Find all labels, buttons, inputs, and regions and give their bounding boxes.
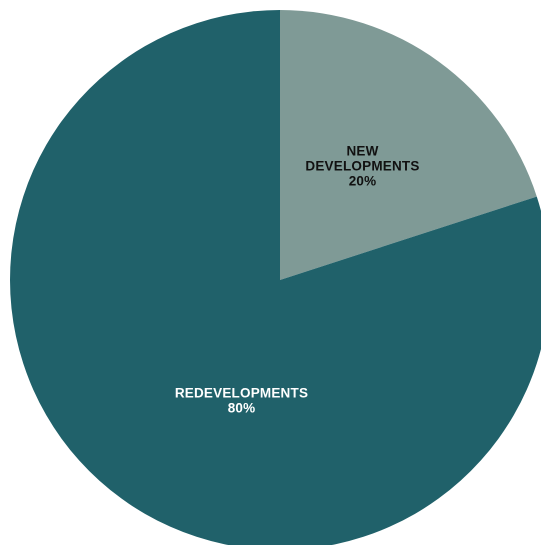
slice-label-new-developments: NEW DEVELOPMENTS 20% — [305, 143, 419, 188]
slice-label-redevelopments: REDEVELOPMENTS 80% — [175, 385, 308, 415]
labels-layer: NEW DEVELOPMENTS 20% REDEVELOPMENTS 80% — [175, 143, 420, 415]
slice-name-label: NEW — [346, 143, 378, 158]
slice-name-label: DEVELOPMENTS — [305, 158, 419, 173]
slices-layer — [10, 10, 541, 545]
slice-name-label: REDEVELOPMENTS — [175, 385, 308, 400]
pie-slice-new-developments — [280, 10, 537, 280]
pie-slice-redevelopments — [10, 10, 541, 545]
slice-value-label: 20% — [349, 173, 377, 188]
slice-value-label: 80% — [228, 400, 256, 415]
